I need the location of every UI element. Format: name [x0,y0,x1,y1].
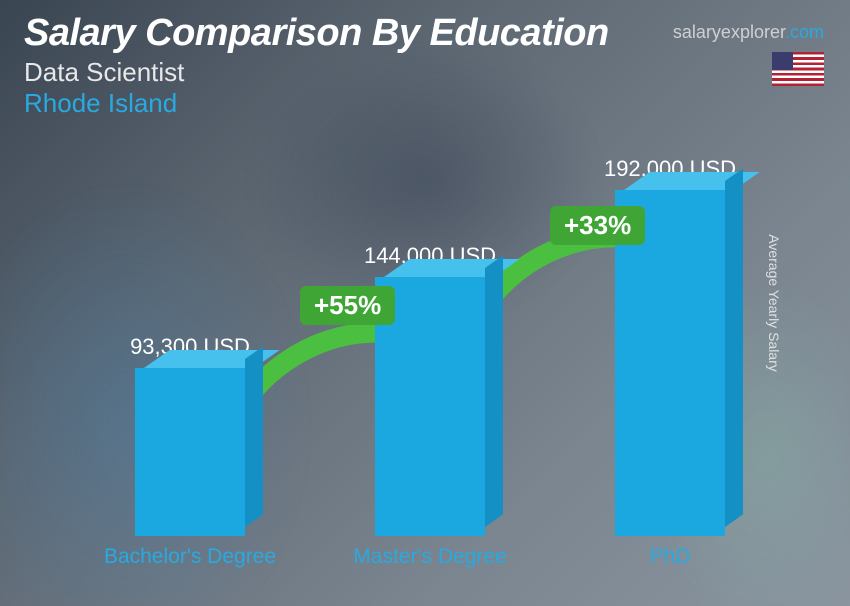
bar-group: 93,300 USDBachelor's Degree [100,334,280,536]
location: Rhode Island [24,88,826,119]
bar-label: Bachelor's Degree [100,544,280,569]
bar-chart: 93,300 USDBachelor's Degree144,000 USDMa… [60,136,790,536]
increment-badge: +55% [300,286,395,325]
flag-icon [772,52,824,86]
increment-badge: +33% [550,206,645,245]
brand-name: salaryexplorer [673,22,785,42]
bar-label: PhD [580,544,760,569]
subtitle: Data Scientist [24,57,826,88]
bar-label: Master's Degree [340,544,520,569]
brand-suffix: .com [785,22,824,42]
brand-logo: salaryexplorer.com [673,22,824,43]
bar [135,368,245,536]
